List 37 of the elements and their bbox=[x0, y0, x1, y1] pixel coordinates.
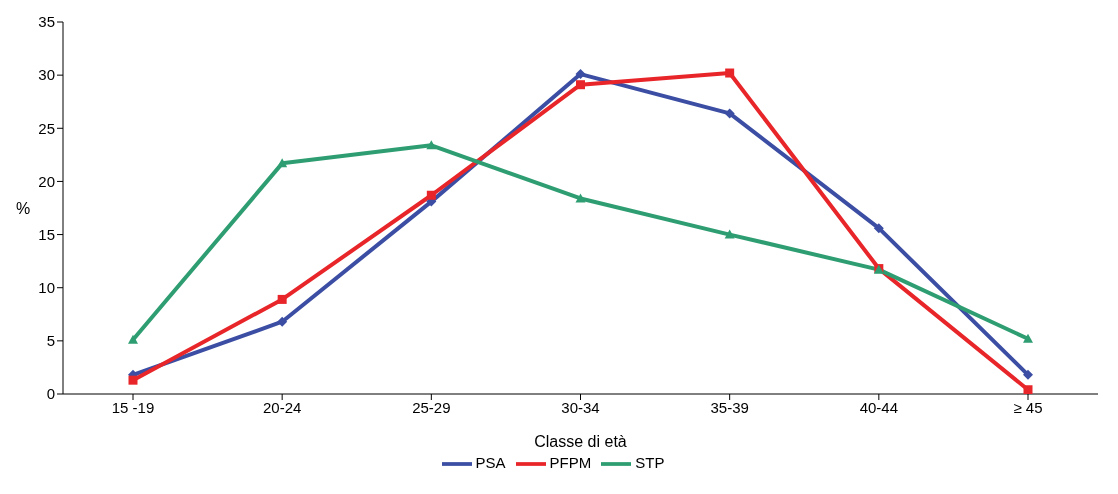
x-tick-label: 20-24 bbox=[262, 398, 302, 416]
legend-label: PSA bbox=[475, 453, 506, 471]
y-tick-label: 25 bbox=[38, 119, 55, 137]
point bbox=[724, 108, 735, 119]
point bbox=[873, 223, 884, 234]
x-tick-label: 35-39 bbox=[710, 398, 749, 416]
legend-label: PFPM bbox=[549, 453, 592, 471]
point bbox=[128, 334, 138, 344]
y-tick-label: 5 bbox=[46, 332, 55, 350]
x-tick-label: 40-44 bbox=[859, 398, 899, 416]
point bbox=[724, 229, 735, 239]
y-tick-label: 35 bbox=[38, 13, 55, 31]
point bbox=[277, 158, 288, 168]
point bbox=[576, 80, 585, 90]
y-tick-label: 20 bbox=[38, 172, 55, 190]
point bbox=[1023, 369, 1033, 380]
y-tick-label: 15 bbox=[38, 225, 55, 243]
legend-label: STP bbox=[635, 453, 665, 471]
x-tick-label: ≥ 45 bbox=[1013, 398, 1043, 416]
point bbox=[1023, 333, 1033, 343]
x-tick-label: 30-34 bbox=[561, 398, 600, 416]
x-tick-label: 15 -19 bbox=[111, 398, 155, 416]
y-tick-label: 30 bbox=[38, 66, 55, 84]
point bbox=[426, 140, 437, 150]
point bbox=[277, 316, 288, 327]
x-axis-title: Classe di età bbox=[534, 433, 627, 450]
x-tick-label: 25-29 bbox=[412, 398, 451, 416]
y-tick-label: 10 bbox=[38, 279, 55, 297]
point bbox=[725, 68, 735, 78]
point bbox=[128, 375, 138, 385]
point bbox=[575, 193, 586, 203]
point bbox=[277, 294, 287, 304]
point bbox=[1023, 385, 1033, 394]
point bbox=[426, 190, 436, 200]
y-tick-label: 0 bbox=[46, 385, 55, 403]
point bbox=[575, 69, 586, 80]
y-axis-title: % bbox=[16, 199, 31, 217]
